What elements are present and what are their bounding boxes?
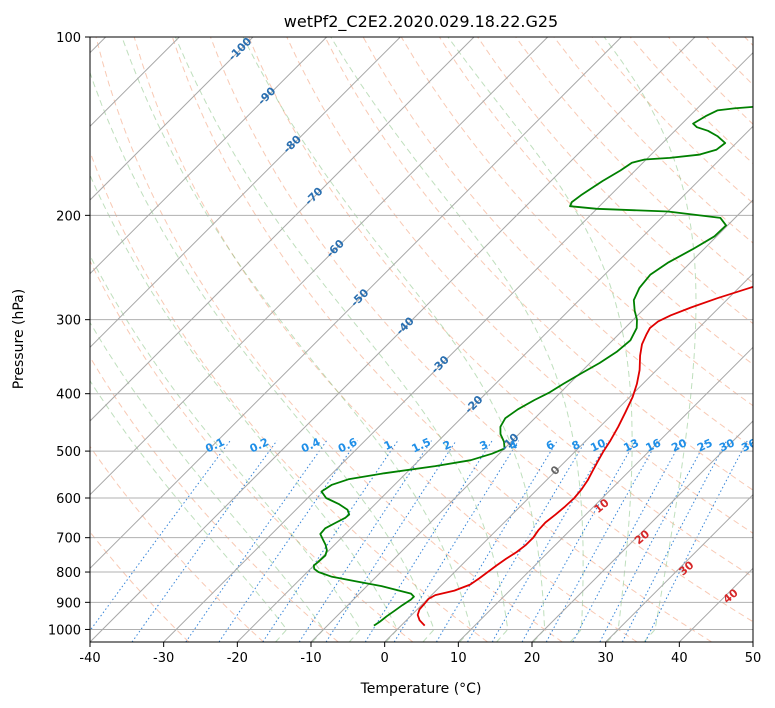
x-tick-label: -40 — [79, 651, 100, 666]
plot-frame — [89, 36, 754, 643]
x-tick-label: 20 — [524, 651, 541, 666]
y-tick-label: 800 — [56, 566, 81, 581]
mixing-ratio-line — [521, 440, 637, 642]
mixing-ratio-label: 36 — [739, 436, 759, 454]
isotherm-gridline — [90, 37, 622, 570]
y-tick-label: 400 — [56, 388, 81, 403]
x-tick-label: 10 — [450, 651, 467, 666]
dry-adiabat — [324, 37, 753, 491]
isotherm-gridline — [90, 37, 696, 642]
isotherm-gridline — [605, 493, 753, 642]
moist-adiabat — [174, 37, 509, 642]
dry-adiabat — [515, 37, 753, 284]
mixing-ratio-line — [644, 440, 748, 642]
isotherm-grid — [90, 37, 753, 642]
mixing-ratio-line — [298, 440, 432, 642]
chart-title: wetPf2_C2E2.2020.029.18.22.G25 — [284, 12, 558, 32]
moist-adiabat — [90, 71, 435, 642]
mixing-ratio-line — [491, 440, 609, 642]
isotherm-gridline — [384, 272, 753, 642]
y-tick-label: 600 — [56, 492, 81, 507]
isotherm-gridline — [90, 37, 254, 201]
mixing-ratio-line — [364, 440, 493, 642]
isotherm-gridline — [457, 346, 753, 642]
isobar-grid — [90, 37, 753, 630]
mixing-ratio-label: 10 — [588, 436, 608, 454]
moist-adiabat — [330, 37, 584, 642]
dry-adiabat — [90, 259, 414, 642]
mixing-ratio-label: 13 — [622, 436, 641, 454]
isotherm-gridline — [531, 420, 753, 642]
mixing-ratio-label: 20 — [669, 436, 689, 454]
dry-adiabats — [90, 37, 753, 642]
y-tick-label: 200 — [56, 209, 81, 224]
mixing-ratio-line — [325, 440, 457, 642]
mixing-ratio-lines — [90, 440, 748, 642]
y-tick-label: 900 — [56, 596, 81, 611]
moist-adiabat — [90, 254, 362, 642]
moist-adiabat — [121, 37, 472, 642]
isotherm-gridline — [310, 199, 753, 642]
y-tick-label: 1000 — [48, 623, 81, 638]
isotherm-gridline — [90, 37, 328, 275]
dry-adiabat — [248, 37, 753, 578]
mixing-ratio-label: 16 — [644, 436, 664, 454]
mixing-ratio-line — [545, 440, 659, 642]
dry-adiabat — [171, 37, 712, 642]
dry-adiabat — [133, 37, 638, 642]
mixing-ratio-line — [262, 440, 399, 642]
mixing-ratio-label: 30 — [717, 436, 737, 454]
dry-adiabat — [210, 37, 753, 623]
dry-adiabat — [95, 37, 563, 642]
mixing-ratio-label: 25 — [695, 436, 714, 454]
mixing-ratio-line — [467, 440, 587, 642]
y-tick-label: 100 — [56, 31, 81, 46]
profile-series — [312, 106, 753, 627]
x-tick-label: 40 — [671, 651, 688, 666]
moist-adiabat — [90, 321, 325, 642]
temperature-profile-line — [416, 285, 753, 627]
isotherm-gridline — [236, 125, 753, 642]
dewpoint-profile-line — [312, 106, 753, 627]
isotherm-gridline — [90, 37, 475, 422]
isotherm-gridline — [90, 37, 401, 349]
mixing-ratio-line — [185, 440, 328, 642]
y-tick-label: 700 — [56, 532, 81, 547]
y-tick-label: 500 — [56, 445, 81, 460]
x-tick-label: 0 — [381, 651, 389, 666]
dry-adiabat — [286, 37, 753, 534]
x-axis-label: Temperature (°C) — [360, 681, 482, 697]
dry-adiabat — [90, 445, 264, 642]
plot-area: -100-90-80-70-60-50-40-30-20-1000.1 0.2 0.… — [90, 37, 759, 642]
moist-adiabats — [90, 37, 697, 642]
moist-adiabat — [603, 37, 697, 642]
dry-adiabat — [90, 356, 339, 642]
y-tick-label: 300 — [56, 314, 81, 329]
mixing-ratio-line — [131, 440, 278, 642]
x-tick-label: -30 — [153, 651, 174, 666]
y-axis-label: Pressure (hPa) — [11, 289, 27, 389]
x-axis: -40 -30 -20 -10 0 10 20 30 40 50 — [79, 642, 761, 666]
isotherm-gridline — [163, 51, 753, 642]
isotherm-gridline — [90, 37, 549, 496]
mixing-ratio-line — [435, 440, 558, 642]
mixing-ratio-line — [572, 440, 683, 642]
x-tick-label: 30 — [597, 651, 614, 666]
x-tick-label: 50 — [745, 651, 762, 666]
moist-adiabat — [90, 174, 398, 642]
mixing-ratio-line — [90, 440, 231, 632]
y-axis: 100 200 300 400 500 600 700 800 900 1000 — [48, 31, 90, 638]
x-tick-label: -10 — [300, 651, 321, 666]
moist-adiabat — [90, 379, 288, 642]
x-tick-label: -20 — [227, 651, 248, 666]
moist-adiabat — [242, 37, 546, 642]
